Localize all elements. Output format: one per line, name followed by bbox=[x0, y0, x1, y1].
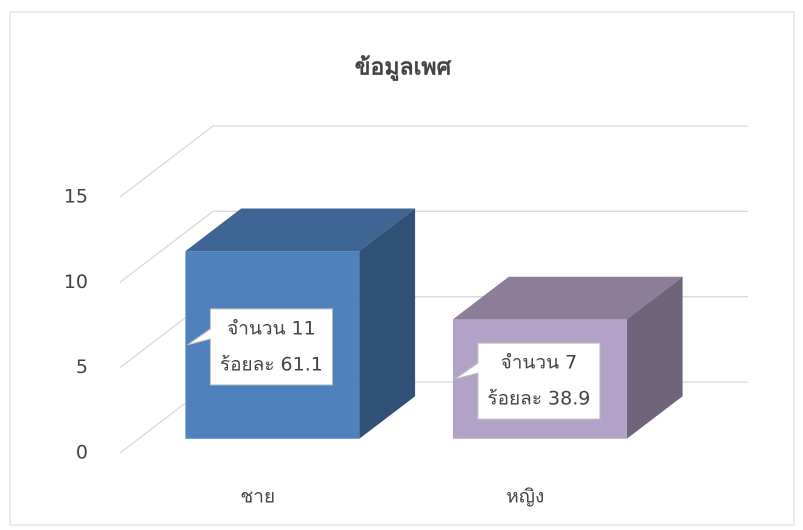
y-tick-label: 0 bbox=[76, 442, 88, 464]
bar-top bbox=[185, 208, 416, 252]
y-tick-label: 10 bbox=[64, 271, 88, 293]
data-label: จำนวน 7 bbox=[501, 352, 578, 374]
data-label-box bbox=[187, 308, 333, 386]
chart-title: ข้อมูลเพศ bbox=[355, 55, 452, 82]
data-label: จำนวน 11 bbox=[227, 317, 316, 339]
data-label: ร้อยละ 38.9 bbox=[487, 388, 590, 410]
grid-line bbox=[119, 210, 748, 283]
grid-line bbox=[119, 125, 748, 198]
data-label: ร้อยละ 61.1 bbox=[220, 353, 323, 375]
y-tick-label: 5 bbox=[76, 356, 88, 378]
bar-side bbox=[626, 276, 683, 439]
data-label-box bbox=[454, 342, 601, 420]
bar-side bbox=[359, 208, 416, 439]
x-tick-label: ชาย bbox=[240, 486, 275, 508]
y-tick-label: 15 bbox=[64, 186, 88, 208]
x-tick-label: หญิง bbox=[506, 486, 544, 508]
bar-top bbox=[452, 276, 683, 320]
